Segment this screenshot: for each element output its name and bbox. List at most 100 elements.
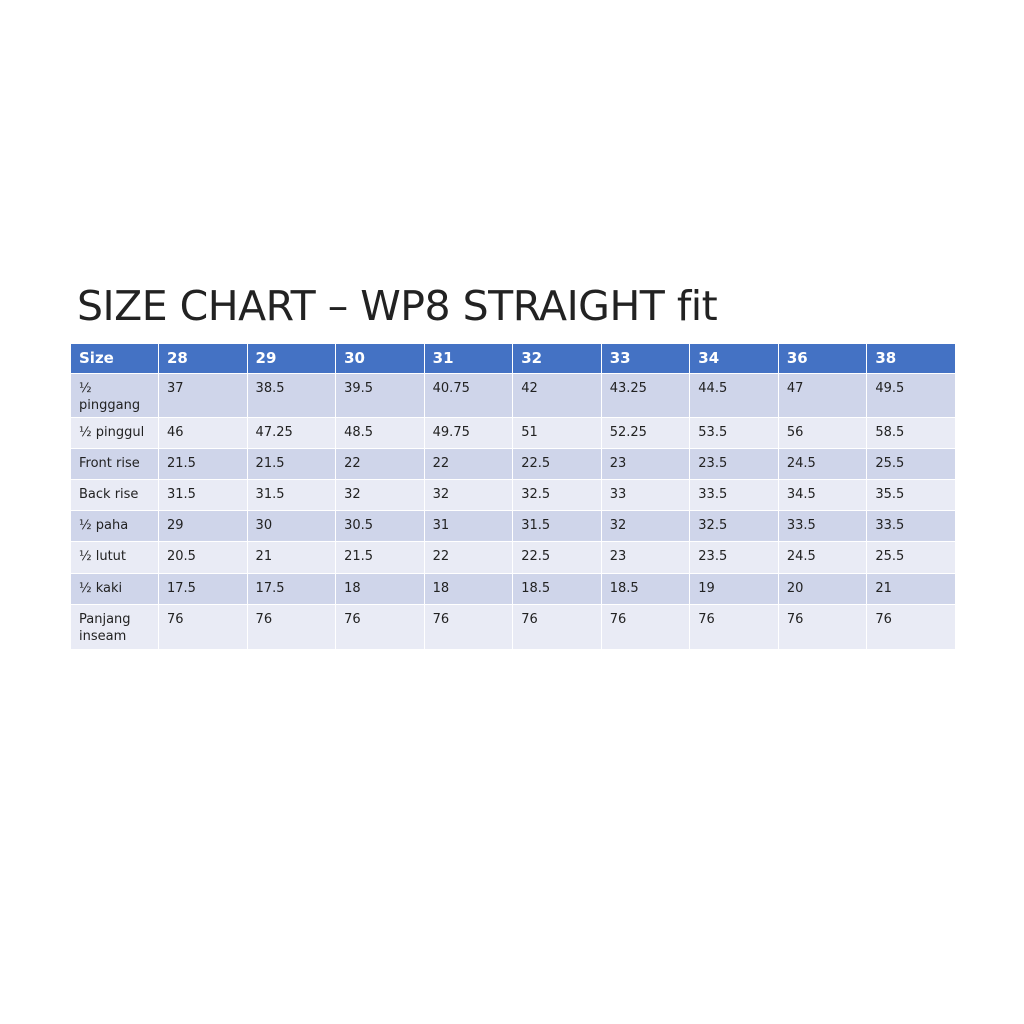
header-cell: 38 (866, 343, 956, 374)
cell: 21 (866, 573, 956, 605)
cell: 32.5 (689, 510, 779, 542)
cell: 30.5 (335, 510, 425, 542)
cell: 53.5 (689, 417, 779, 449)
cell: 25.5 (866, 541, 956, 574)
cell: 33.5 (689, 479, 779, 511)
header-cell: 30 (335, 343, 425, 374)
cell: 32 (335, 479, 425, 511)
table-row: ½ pinggang 37 38.5 39.5 40.75 42 43.25 44.5 47 49… (70, 373, 956, 418)
cell: 76 (158, 604, 248, 649)
cell: 52.25 (600, 417, 691, 449)
cell: 46 (158, 417, 248, 449)
cell: 24.5 (777, 541, 868, 574)
cell: 33 (600, 479, 691, 511)
cell: 23.5 (689, 448, 779, 480)
row-label: ½ pinggang (70, 373, 159, 418)
cell: 20 (777, 573, 868, 605)
cell: 76 (777, 604, 868, 649)
header-cell: 32 (512, 343, 602, 374)
cell: 42 (512, 373, 602, 418)
table-body: ½ pinggang 37 38.5 39.5 40.75 42 43.25 44.5 47 49… (70, 373, 956, 649)
cell: 47 (777, 373, 868, 418)
cell: 21.5 (246, 448, 337, 480)
cell: 23 (600, 448, 691, 480)
table-row: Back rise 31.5 31.5 32 32 32.5 33 33.5 34.5 35.5 (70, 479, 956, 511)
cell: 76 (866, 604, 956, 649)
size-table: Size 28 29 30 31 32 33 34 36 38 ½ pinggang 37 38.5 3… (70, 343, 956, 649)
cell: 23.5 (689, 541, 779, 574)
cell: 47.25 (246, 417, 337, 449)
cell: 32 (600, 510, 691, 542)
table-row: Panjang inseam 76 76 76 76 76 76 76 76 76 (70, 604, 956, 649)
cell: 44.5 (689, 373, 779, 418)
cell: 22 (423, 541, 514, 574)
cell: 23 (600, 541, 691, 574)
cell: 48.5 (335, 417, 425, 449)
row-label: ½ paha (70, 510, 159, 542)
table-row: Front rise 21.5 21.5 22 22 22.5 23 23.5 24.5 25.5 (70, 448, 956, 480)
cell: 31.5 (246, 479, 337, 511)
row-label: Back rise (70, 479, 159, 511)
row-label: ½ lutut (70, 541, 159, 574)
cell: 43.25 (600, 373, 691, 418)
cell: 21.5 (335, 541, 425, 574)
header-cell: 33 (600, 343, 691, 374)
cell: 30 (246, 510, 337, 542)
cell: 18 (335, 573, 425, 605)
row-label: ½ kaki (70, 573, 159, 605)
cell: 33.5 (777, 510, 868, 542)
cell: 18.5 (512, 573, 602, 605)
cell: 22.5 (512, 448, 602, 480)
cell: 20.5 (158, 541, 248, 574)
title: SIZE CHART – WP8 STRAIGHT fit (77, 282, 718, 330)
cell: 40.75 (423, 373, 514, 418)
cell: 38.5 (246, 373, 337, 418)
table-row: ½ kaki 17.5 17.5 18 18 18.5 18.5 19 20 21 (70, 573, 956, 605)
row-label: ½ pinggul (70, 417, 159, 449)
cell: 34.5 (777, 479, 868, 511)
cell: 76 (689, 604, 779, 649)
cell: 51 (512, 417, 602, 449)
cell: 76 (512, 604, 602, 649)
header-cell: Size (70, 343, 159, 374)
cell: 58.5 (866, 417, 956, 449)
header-cell: 31 (423, 343, 514, 374)
cell: 21 (246, 541, 337, 574)
cell: 37 (158, 373, 248, 418)
row-label: Front rise (70, 448, 159, 480)
cell: 25.5 (866, 448, 956, 480)
cell: 56 (777, 417, 868, 449)
header-row: Size 28 29 30 31 32 33 34 36 38 (70, 343, 956, 374)
cell: 49.75 (423, 417, 514, 449)
table-row: ½ lutut 20.5 21 21.5 22 22.5 23 23.5 24.5 25.5 (70, 541, 956, 574)
cell: 22.5 (512, 541, 602, 574)
row-label: Panjang inseam (70, 604, 159, 649)
cell: 33.5 (866, 510, 956, 542)
cell: 29 (158, 510, 248, 542)
cell: 35.5 (866, 479, 956, 511)
table-row: ½ paha 29 30 30.5 31 31.5 32 32.5 33.5 33.5 (70, 510, 956, 542)
header-cell: 29 (246, 343, 337, 374)
cell: 39.5 (335, 373, 425, 418)
cell: 17.5 (158, 573, 248, 605)
cell: 76 (600, 604, 691, 649)
cell: 21.5 (158, 448, 248, 480)
cell: 31.5 (512, 510, 602, 542)
header-cell: 28 (158, 343, 248, 374)
cell: 32.5 (512, 479, 602, 511)
header-cell: 36 (777, 343, 868, 374)
cell: 24.5 (777, 448, 868, 480)
cell: 32 (423, 479, 514, 511)
header-cell: 34 (689, 343, 779, 374)
table-row: ½ pinggul 46 47.25 48.5 49.75 51 52.25 53.5 56 58… (70, 417, 956, 449)
cell: 17.5 (246, 573, 337, 605)
cell: 22 (335, 448, 425, 480)
cell: 22 (423, 448, 514, 480)
cell: 31.5 (158, 479, 248, 511)
cell: 76 (423, 604, 514, 649)
cell: 76 (246, 604, 337, 649)
cell: 19 (689, 573, 779, 605)
cell: 49.5 (866, 373, 956, 418)
cell: 18.5 (600, 573, 691, 605)
